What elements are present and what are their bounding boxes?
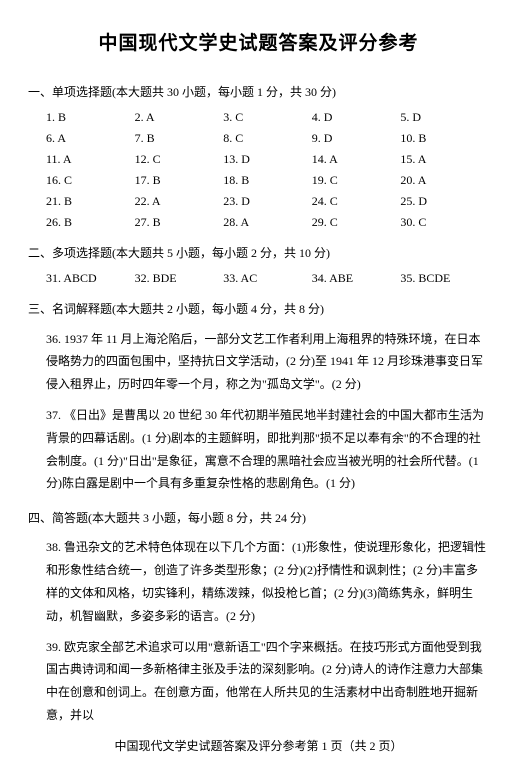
section1-head: 一、单项选择题(本大题共 30 小题，每小题 1 分，共 30 分) — [28, 83, 489, 102]
answer-cell: 15. A — [400, 152, 489, 167]
section3-head: 三、名词解释题(本大题共 2 小题，每小题 4 分，共 8 分) — [28, 300, 489, 319]
section4-head: 四、简答题(本大题共 3 小题，每小题 8 分，共 24 分) — [28, 509, 489, 528]
answer-cell: 7. B — [135, 131, 224, 146]
answer-cell: 16. C — [46, 173, 135, 188]
answer-cell: 1. B — [46, 110, 135, 125]
short-answer-39: 39. 欧克家全部艺术追求可以用"意新语工"四个字来概括。在技巧形式方面他受到我… — [28, 636, 489, 727]
section2-head: 二、多项选择题(本大题共 5 小题，每小题 2 分，共 10 分) — [28, 244, 489, 263]
answer-row: 16. C 17. B 18. B 19. C 20. A — [28, 173, 489, 188]
answer-cell: 11. A — [46, 152, 135, 167]
answer-cell: 9. D — [312, 131, 401, 146]
answer-cell: 20. A — [400, 173, 489, 188]
answer-row: 1. B 2. A 3. C 4. D 5. D — [28, 110, 489, 125]
answer-row: 21. B 22. A 23. D 24. C 25. D — [28, 194, 489, 209]
answer-cell: 32. BDE — [135, 271, 224, 286]
answer-cell: 30. C — [400, 215, 489, 230]
answer-cell: 23. D — [223, 194, 312, 209]
short-answer-38: 38. 鲁迅杂文的艺术特色体现在以下几个方面：(1)形象性，使说理形象化，把逻辑… — [28, 536, 489, 627]
answer-cell: 33. AC — [223, 271, 312, 286]
answer-cell: 19. C — [312, 173, 401, 188]
explain-item-36: 36. 1937 年 11 月上海沦陷后，一部分文艺工作者利用上海租界的特殊环境… — [28, 328, 489, 396]
answer-cell: 12. C — [135, 152, 224, 167]
answer-cell: 17. B — [135, 173, 224, 188]
answer-cell: 21. B — [46, 194, 135, 209]
answer-cell: 8. C — [223, 131, 312, 146]
answer-cell: 24. C — [312, 194, 401, 209]
answer-cell: 25. D — [400, 194, 489, 209]
answer-cell: 18. B — [223, 173, 312, 188]
answer-cell: 10. B — [400, 131, 489, 146]
answer-row: 31. ABCD 32. BDE 33. AC 34. ABE 35. BCDE — [28, 271, 489, 286]
page-footer: 中国现代文学史试题答案及评分参考第 1 页（共 2 页） — [28, 737, 489, 754]
answer-cell: 14. A — [312, 152, 401, 167]
answer-cell: 28. A — [223, 215, 312, 230]
answer-row: 26. B 27. B 28. A 29. C 30. C — [28, 215, 489, 230]
explain-item-37: 37. 《日出》是曹禺以 20 世纪 30 年代初期半殖民地半封建社会的中国大都… — [28, 404, 489, 495]
answer-cell: 13. D — [223, 152, 312, 167]
answer-cell: 22. A — [135, 194, 224, 209]
section1-answers: 1. B 2. A 3. C 4. D 5. D 6. A 7. B 8. C … — [28, 110, 489, 230]
answer-row: 6. A 7. B 8. C 9. D 10. B — [28, 131, 489, 146]
page-title: 中国现代文学史试题答案及评分参考 — [28, 28, 489, 55]
answer-cell: 26. B — [46, 215, 135, 230]
answer-cell: 2. A — [135, 110, 224, 125]
answer-cell: 27. B — [135, 215, 224, 230]
answer-cell: 35. BCDE — [400, 271, 489, 286]
answer-cell: 29. C — [312, 215, 401, 230]
answer-cell: 6. A — [46, 131, 135, 146]
section2-answers: 31. ABCD 32. BDE 33. AC 34. ABE 35. BCDE — [28, 271, 489, 286]
answer-cell: 34. ABE — [312, 271, 401, 286]
answer-cell: 4. D — [312, 110, 401, 125]
answer-row: 11. A 12. C 13. D 14. A 15. A — [28, 152, 489, 167]
answer-cell: 3. C — [223, 110, 312, 125]
answer-cell: 5. D — [400, 110, 489, 125]
answer-cell: 31. ABCD — [46, 271, 135, 286]
